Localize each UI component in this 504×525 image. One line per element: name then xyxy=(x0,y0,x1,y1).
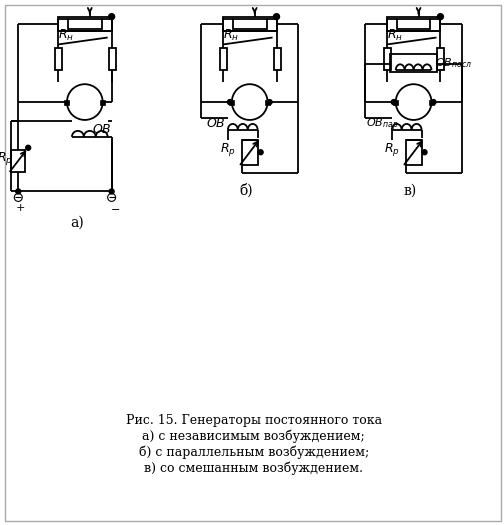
Bar xyxy=(68,18,102,28)
Bar xyxy=(58,17,111,30)
Text: $-$: $-$ xyxy=(110,203,120,213)
Bar xyxy=(274,48,281,70)
Circle shape xyxy=(422,150,427,155)
Text: $OB$: $OB$ xyxy=(92,123,111,136)
Bar xyxy=(11,150,25,172)
Text: а) с независимым возбуждением;: а) с независимым возбуждением; xyxy=(142,429,365,443)
Circle shape xyxy=(267,100,272,104)
Bar xyxy=(242,140,258,165)
Bar xyxy=(384,48,391,70)
Circle shape xyxy=(109,189,114,194)
Bar xyxy=(233,18,267,28)
Bar xyxy=(65,100,70,104)
Text: $OB_{пар}$: $OB_{пар}$ xyxy=(366,117,399,133)
Circle shape xyxy=(227,100,232,104)
Text: б) с параллельным возбуждением;: б) с параллельным возбуждением; xyxy=(139,445,369,459)
Bar xyxy=(387,17,440,30)
Text: $+$: $+$ xyxy=(15,202,25,213)
Circle shape xyxy=(437,14,444,19)
Circle shape xyxy=(109,14,114,19)
Bar xyxy=(229,100,234,104)
Text: $OB_{посл}$: $OB_{посл}$ xyxy=(435,56,473,70)
Text: Рис. 15. Генераторы постоянного тока: Рис. 15. Генераторы постоянного тока xyxy=(125,414,382,427)
Bar xyxy=(390,55,437,72)
Bar xyxy=(397,18,430,28)
Circle shape xyxy=(431,100,436,104)
Bar xyxy=(100,100,105,104)
Bar xyxy=(393,100,398,104)
Bar xyxy=(429,100,434,104)
Text: $R_р$: $R_р$ xyxy=(384,141,400,159)
Circle shape xyxy=(274,14,280,19)
Text: $R_р$: $R_р$ xyxy=(0,150,13,167)
Text: б): б) xyxy=(240,183,254,197)
Circle shape xyxy=(16,189,21,194)
Text: в): в) xyxy=(404,183,417,197)
Circle shape xyxy=(258,150,263,155)
Circle shape xyxy=(26,145,31,150)
Text: в) со смешанным возбуждением.: в) со смешанным возбуждением. xyxy=(144,461,363,475)
Text: $OB$: $OB$ xyxy=(206,117,226,130)
Bar xyxy=(55,48,62,70)
Bar xyxy=(265,100,270,104)
Circle shape xyxy=(391,100,396,104)
Text: $R_н$: $R_н$ xyxy=(387,27,403,43)
Bar xyxy=(223,17,277,30)
Bar xyxy=(437,48,445,70)
Text: $R_р$: $R_р$ xyxy=(220,141,236,159)
Text: $R_н$: $R_н$ xyxy=(58,27,74,43)
Bar xyxy=(220,48,227,70)
Text: $R_н$: $R_н$ xyxy=(223,27,239,43)
Bar xyxy=(406,140,421,165)
Bar xyxy=(109,48,115,70)
Text: а): а) xyxy=(70,215,84,229)
